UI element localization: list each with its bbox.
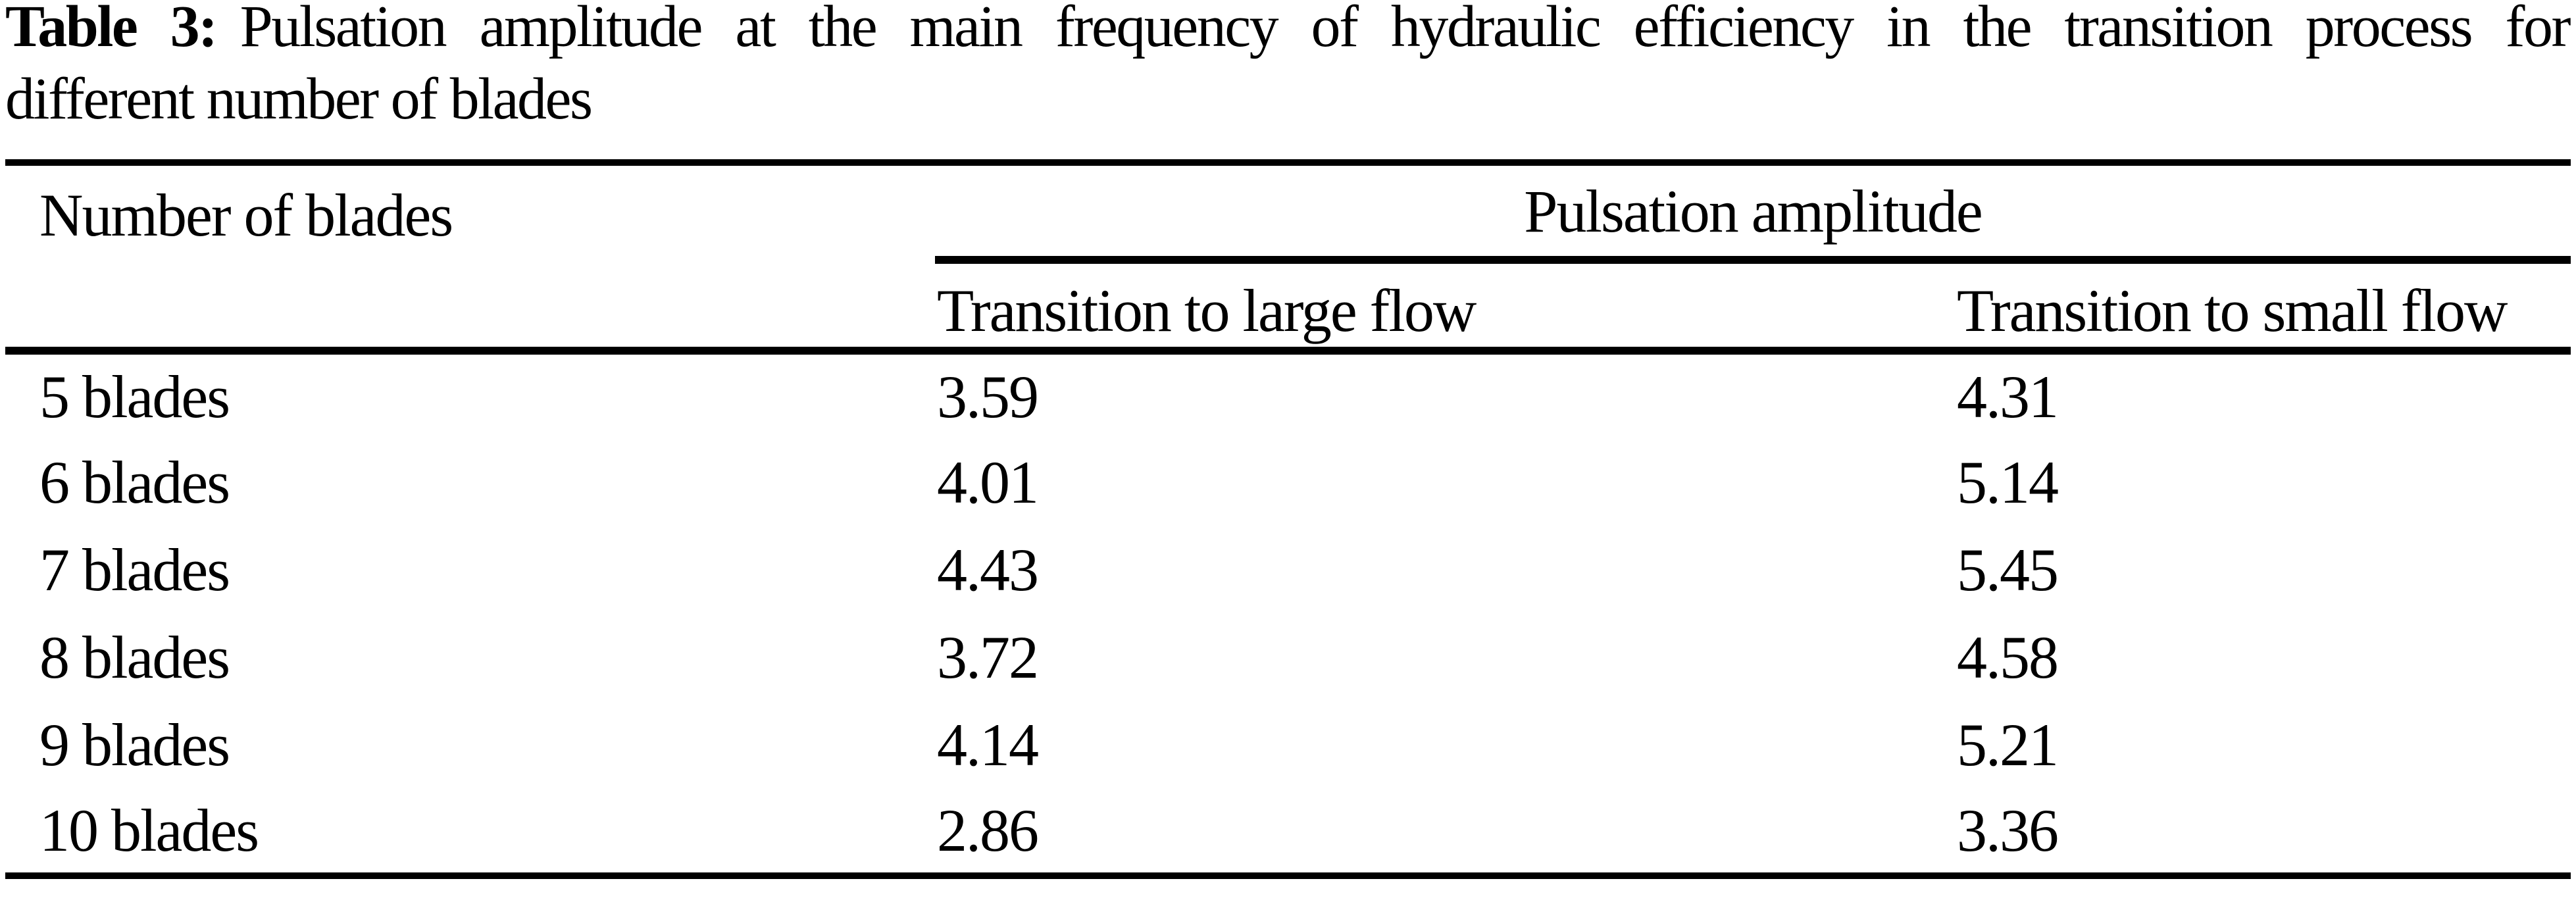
small-flow-value-cell: 4.58 (1957, 623, 2059, 691)
table-row: 6 blades 4.01 5.14 (5, 438, 2571, 526)
small-flow-value-cell: 5.45 (1957, 536, 2059, 603)
column-group-header-pulsation-amplitude: Pulsation amplitude (935, 163, 2571, 264)
large-flow-value-cell: 4.43 (937, 536, 1039, 603)
small-flow-value-cell: 5.14 (1957, 448, 2059, 516)
column-header-transition-to-large-flow: Transition to large flow (935, 260, 1954, 355)
small-flow-value-cell: 3.36 (1957, 797, 2059, 864)
table-row: 5 blades 3.59 4.31 (5, 351, 2571, 438)
large-flow-value-cell: 4.01 (937, 448, 1039, 516)
header-row-group: Number of blades Pulsation amplitude (5, 163, 2571, 355)
table-caption-line1: Table 3: Pulsation amplitude at the main … (5, 0, 2571, 63)
blade-count-cell: 7 blades (39, 536, 230, 603)
table-row: 8 blades 3.72 4.58 (5, 613, 2571, 701)
blade-count-cell: 5 blades (39, 363, 230, 430)
large-flow-value-cell: 3.59 (937, 363, 1039, 430)
table-caption-label: Table 3: (5, 0, 218, 59)
small-flow-value-cell: 5.21 (1957, 711, 2059, 778)
table-row: 7 blades 4.43 5.45 (5, 526, 2571, 613)
table-row: 10 blades 2.86 3.36 (5, 788, 2571, 876)
blade-count-cell: 9 blades (39, 711, 230, 778)
large-flow-value-cell: 3.72 (937, 623, 1039, 691)
table-row: 9 blades 4.14 5.21 (5, 701, 2571, 788)
large-flow-value-cell: 2.86 (937, 797, 1039, 864)
blade-count-cell: 6 blades (39, 448, 230, 516)
pulsation-amplitude-table: Number of blades Pulsation amplitude Tra… (5, 159, 2571, 879)
column-header-transition-to-small-flow: Transition to small flow (1954, 260, 2571, 355)
large-flow-value-cell: 4.14 (937, 711, 1039, 778)
column-header-number-of-blades: Number of blades (5, 163, 935, 355)
blade-count-cell: 8 blades (39, 623, 230, 691)
small-flow-value-cell: 4.31 (1957, 363, 2059, 430)
table-caption-text: Pulsation amplitude at the main frequenc… (240, 0, 2571, 59)
table-caption-line2: different number of blades (5, 66, 593, 132)
blade-count-cell: 10 blades (39, 797, 259, 864)
header-row-sub: Transition to large flow Transition to s… (5, 260, 2571, 355)
table-caption: Table 3: Pulsation amplitude at the main … (5, 0, 2571, 136)
